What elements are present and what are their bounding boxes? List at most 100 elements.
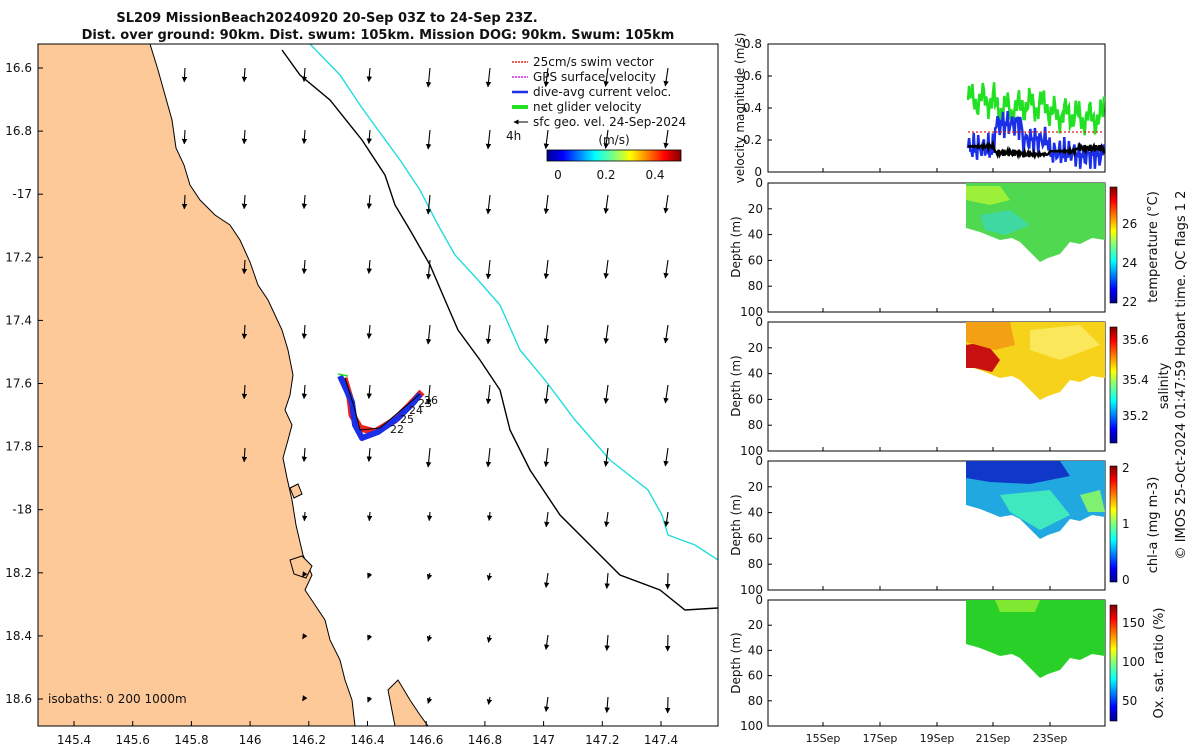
salinity-ylabel: Depth (m) — [729, 355, 743, 416]
sfc-velocity-arrow — [425, 384, 432, 405]
sfc-velocity-arrow — [426, 634, 433, 642]
track-green — [337, 373, 349, 377]
lat-tick-label: 16.6 — [5, 61, 32, 75]
salinity-ctick: 35.2 — [1122, 409, 1149, 423]
track-black — [344, 377, 421, 431]
legend-sfc: sfc geo. vel. 24-Sep-2024 — [533, 115, 686, 129]
sfc-velocity-arrow — [604, 696, 610, 714]
footer-credit: © IMOS 25-Oct-2024 01:47:59 Hobart time.… — [1174, 191, 1189, 560]
lon-tick-label: 146 — [239, 733, 262, 747]
oxygen-ctick: 100 — [1122, 655, 1145, 669]
lon-tick-label: 145.4 — [57, 733, 91, 747]
depth-tick-label: 40 — [748, 506, 763, 520]
temperature-panel: 22 24 26 temperature (°C) Depth (m) — [729, 182, 1161, 313]
sfc-velocity-arrow — [425, 194, 432, 215]
depth-tick-label: 20 — [748, 341, 763, 355]
sfc-velocity-arrow — [603, 324, 609, 344]
velocity-ytick-label: 0.2 — [743, 133, 762, 147]
sfc-velocity-arrow — [543, 572, 550, 589]
legend-dive: dive-avg current veloc. — [533, 85, 671, 99]
velocity-ylabel: velocity magnitude (m/s) — [733, 33, 747, 184]
map-colorbar — [546, 149, 682, 162]
sfc-velocity-arrow — [241, 67, 248, 83]
lat-tick-label: 17.8 — [5, 440, 32, 454]
legend-swim: 25cm/s swim vector — [533, 55, 654, 69]
colorbar-tick: 0 — [554, 168, 562, 182]
title-line2: Dist. over ground: 90km. Dist. swum: 105… — [82, 28, 675, 43]
sfc-velocity-arrow — [485, 259, 492, 280]
date-tick-label: 19Sep — [920, 732, 955, 745]
sfc-velocity-arrow — [366, 129, 373, 145]
oxygen-colorbar — [1109, 604, 1118, 722]
day-label: 23 — [418, 397, 432, 410]
velocity-series-line — [967, 139, 1106, 160]
lon-ticks: 145.4 145.6 145.8 146 146.2 146.4 146.6 146.8 14… — [57, 721, 678, 747]
sfc-velocity-arrow — [485, 194, 492, 215]
sfc-velocity-arrow — [301, 447, 308, 463]
temperature-ylabel: Depth (m) — [729, 216, 743, 277]
sfc-velocity-arrow — [544, 511, 550, 528]
map-frame — [37, 43, 719, 727]
lon-tick-label: 146.4 — [350, 733, 384, 747]
oxygen-field — [966, 600, 1105, 678]
depth-tick-label: 20 — [748, 480, 763, 494]
depth-tick-label: 60 — [748, 253, 763, 267]
sfc-velocity-arrow — [543, 129, 550, 150]
sfc-velocity-arrow — [663, 447, 669, 467]
sfc-velocity-arrow — [603, 129, 609, 149]
lon-tick-label: 147 — [532, 733, 555, 747]
date-tick-label: 17Sep — [863, 732, 898, 745]
depth-tick-label: 0 — [755, 176, 763, 190]
sfc-velocity-arrow — [603, 447, 609, 467]
chla-ctick: 1 — [1122, 517, 1130, 531]
chla-ctick: 0 — [1122, 573, 1130, 587]
track-blue — [337, 374, 423, 441]
depth-tick-label: 0 — [755, 593, 763, 607]
isobath-label: isobaths: 0 200 1000m — [48, 692, 187, 706]
day-label: 26 — [424, 394, 438, 407]
oxygen-clabel: Ox. sat. ratio (%) — [1152, 608, 1167, 719]
legend-net: net glider velocity — [533, 100, 641, 114]
sfc-velocity-arrow — [181, 194, 188, 210]
date-ticks: 15Sep 17Sep 19Sep 21Sep 23Sep — [806, 168, 1067, 745]
lat-ticks: 16.6 16.8 -17 17.2 17.4 17.6 17.8 -18 18.2 18.4 18… — [5, 61, 43, 706]
lat-tick-label: 17.4 — [5, 313, 32, 327]
chla-ylabel: Depth (m) — [729, 494, 743, 555]
date-tick-label: 15Sep — [806, 732, 841, 745]
legend: 25cm/s swim vector GPS surface velocity … — [506, 55, 686, 182]
oxygen-panel: 50 100 150 Ox. sat. ratio (%) Depth (m) — [729, 599, 1167, 727]
chla-colorbar — [1109, 465, 1118, 583]
chla-panel: 0 1 2 chl-a (mg m-3) Depth (m) — [729, 460, 1161, 591]
salinity-panel: 35.2 35.4 35.6 salinity Depth (m) — [729, 321, 1172, 452]
salinity-ctick: 35.6 — [1122, 333, 1149, 347]
depth-tick-label: 0 — [755, 454, 763, 468]
depth-tick-label: 80 — [748, 418, 763, 432]
sfc-velocity-arrow — [302, 571, 308, 578]
sfc-velocity-arrow — [486, 572, 493, 581]
sfc-velocity-arrow — [486, 696, 493, 705]
sfc-velocity-arrow — [604, 572, 610, 590]
sfc-velocity-arrow — [301, 259, 308, 275]
sfc-velocity-arrow — [603, 194, 609, 214]
chla-ctick: 2 — [1122, 461, 1130, 475]
depth-tick-label: 100 — [740, 719, 763, 733]
sfc-velocity-arrow — [241, 447, 248, 463]
depth-panels: 22 24 26 temperature (°C) Depth (m) 35.2… — [729, 168, 1172, 745]
oxygen-ctick: 150 — [1122, 616, 1145, 630]
lat-tick-label: 17.6 — [5, 377, 32, 391]
sfc-velocity-arrow — [367, 634, 373, 641]
sfc-velocity-arrow — [301, 67, 308, 83]
chla-field-patch — [1000, 490, 1070, 530]
sfc-velocity-arrow — [302, 695, 308, 702]
depth-tick-label: 20 — [748, 618, 763, 632]
depth-tick-label: 100 — [740, 583, 763, 597]
velocity-series — [966, 82, 1106, 169]
depth-tick-label: 60 — [748, 531, 763, 545]
sfc-velocity-arrow — [301, 511, 308, 522]
chla-field-patch — [966, 461, 1070, 484]
sfc-velocity-arrow — [485, 384, 492, 405]
sfc-velocity-arrow — [425, 67, 432, 88]
sfc-velocity-arrow — [367, 572, 373, 579]
glider-track — [337, 373, 425, 441]
salinity-field-patch — [1030, 325, 1100, 360]
